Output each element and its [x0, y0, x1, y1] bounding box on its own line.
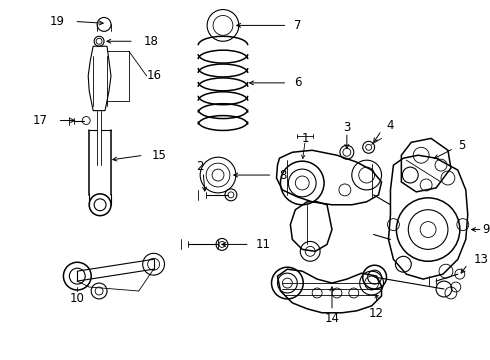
Text: 18: 18	[144, 35, 159, 48]
Text: 8: 8	[279, 168, 287, 181]
Text: 14: 14	[324, 312, 340, 325]
Text: 13: 13	[474, 253, 489, 266]
Text: 7: 7	[294, 19, 302, 32]
Text: 11: 11	[256, 238, 270, 251]
Text: 1: 1	[301, 132, 309, 145]
Text: 12: 12	[369, 307, 384, 320]
Text: 15: 15	[151, 149, 167, 162]
Text: 5: 5	[458, 139, 465, 152]
Text: 9: 9	[483, 223, 490, 236]
Text: 6: 6	[294, 76, 302, 89]
Text: 17: 17	[32, 114, 48, 127]
Text: 10: 10	[70, 292, 85, 305]
Text: 4: 4	[387, 119, 394, 132]
Text: 19: 19	[49, 15, 64, 28]
Text: 16: 16	[147, 69, 162, 82]
Text: 2: 2	[196, 159, 204, 173]
Text: 3: 3	[343, 121, 350, 134]
